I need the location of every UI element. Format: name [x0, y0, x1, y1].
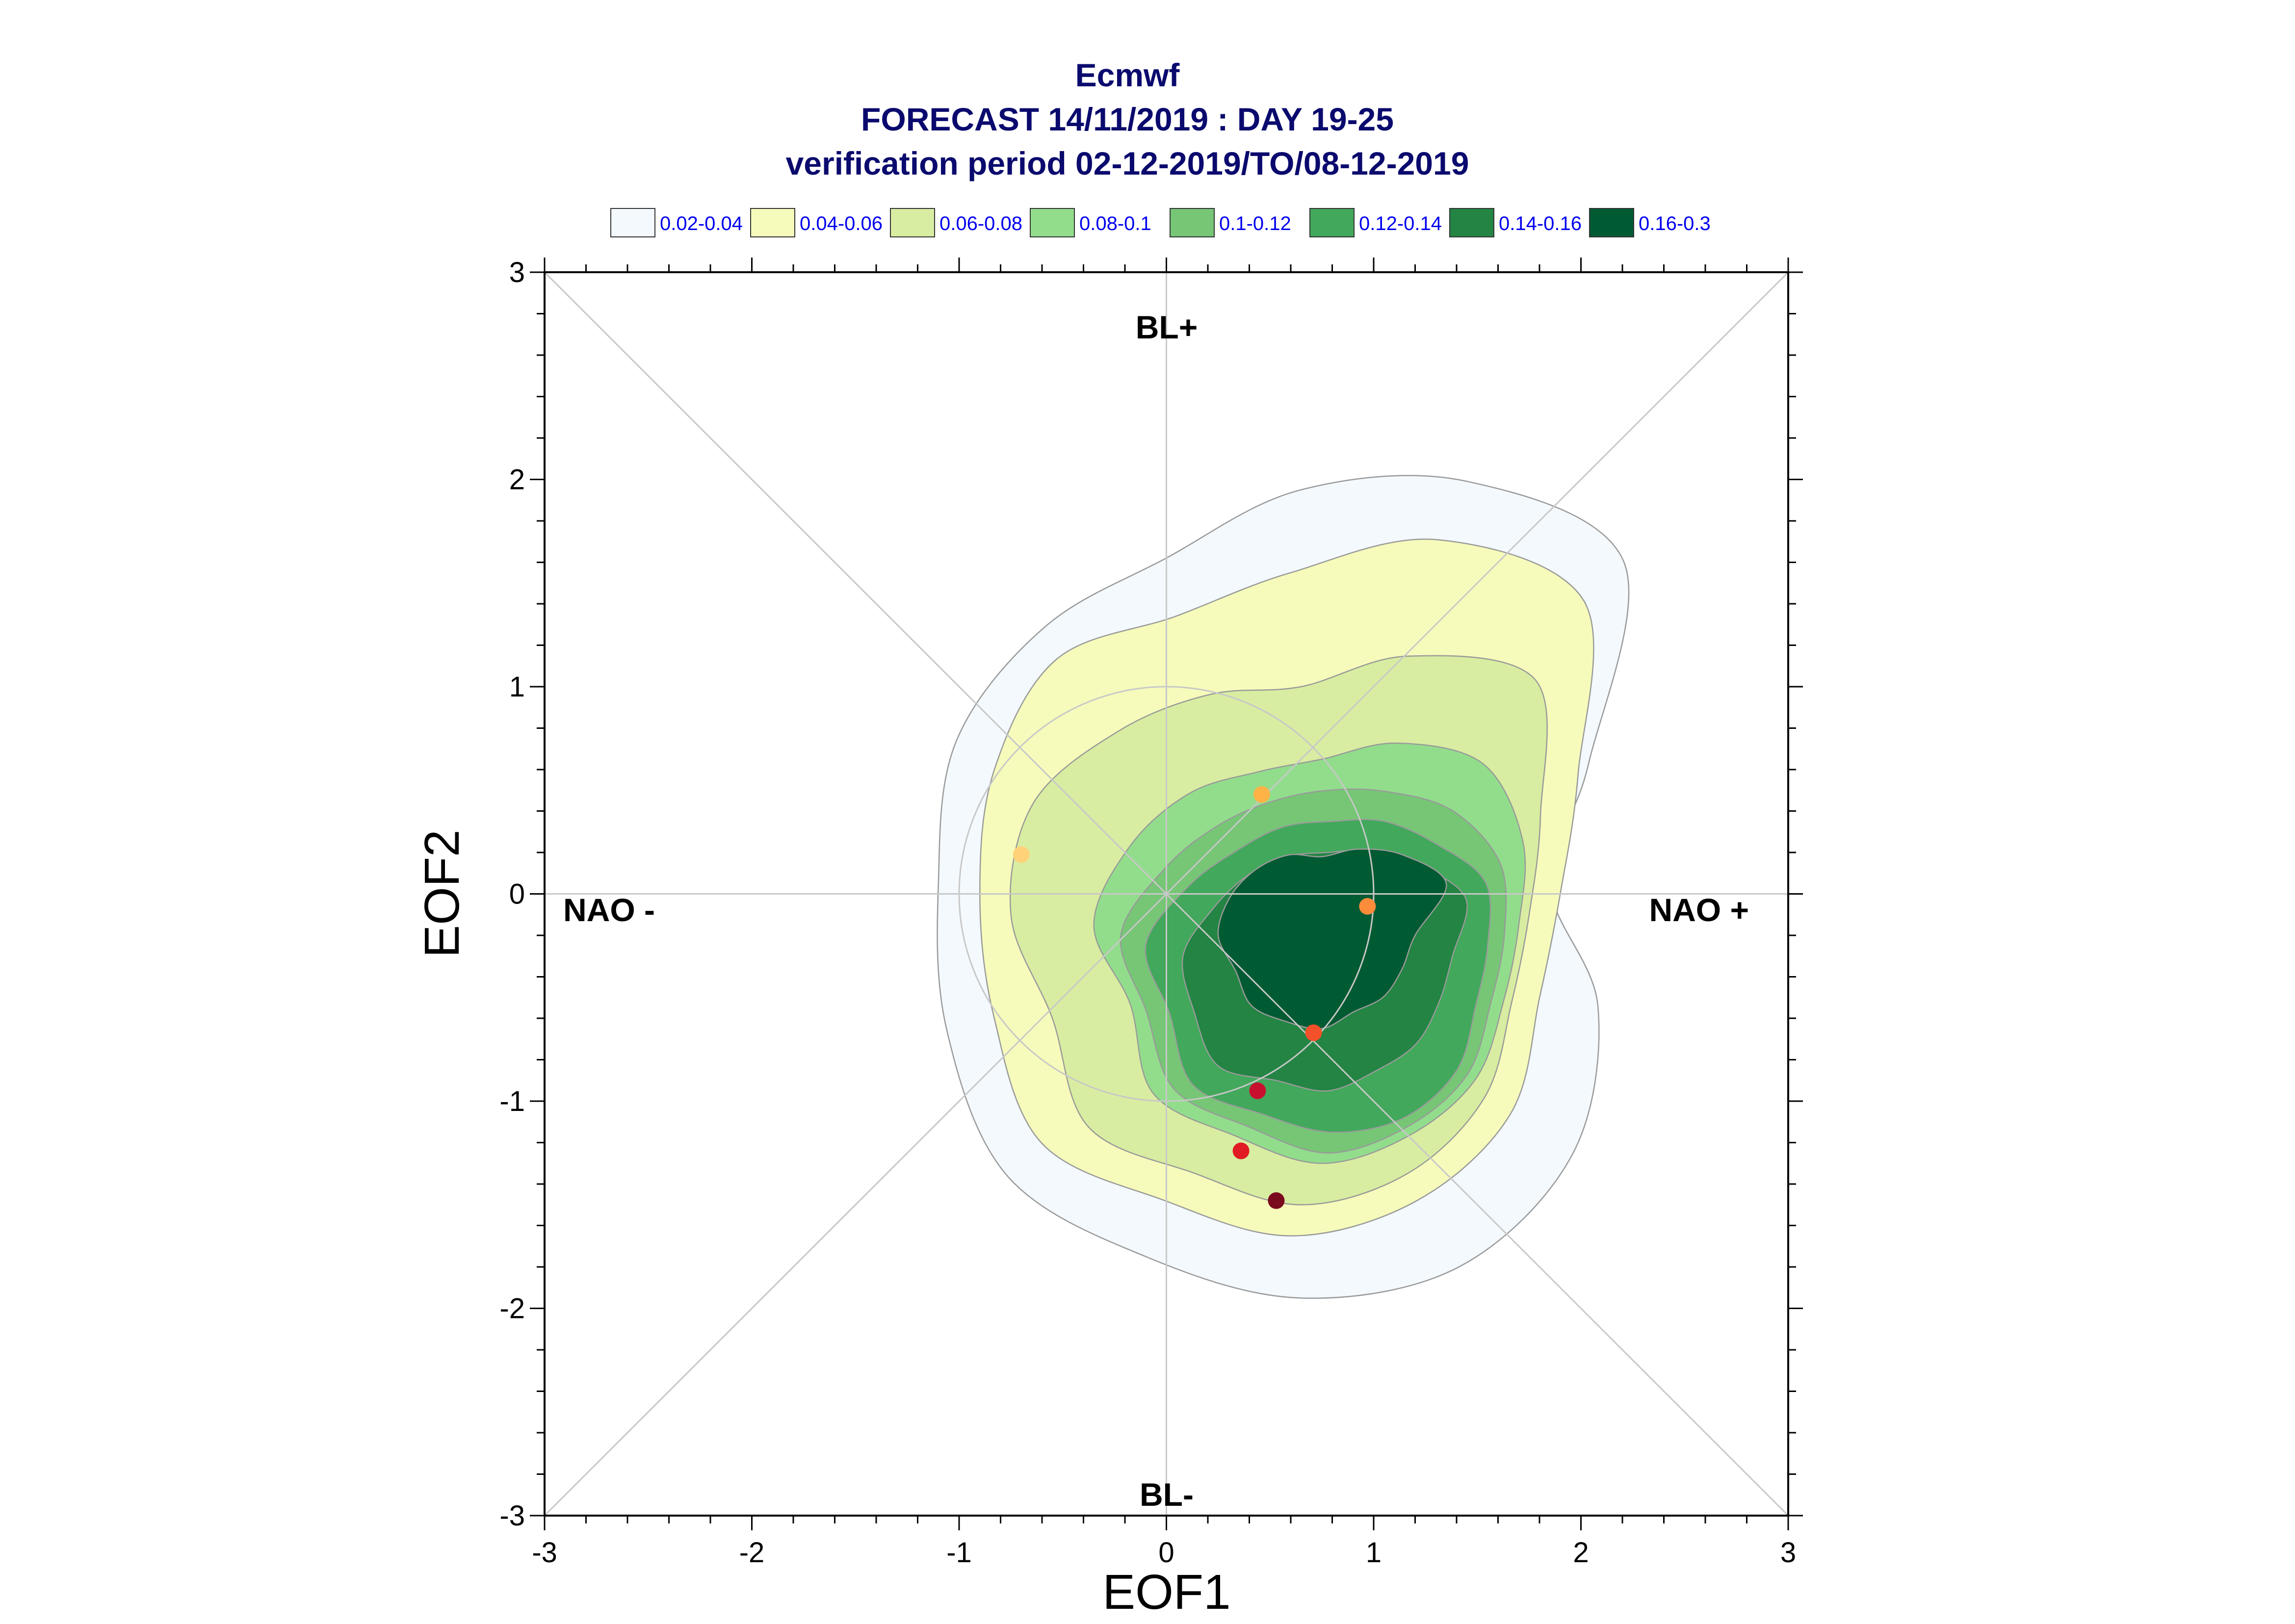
- y-tick-label: 2: [509, 464, 525, 496]
- legend-swatch-7: [1589, 208, 1634, 237]
- guide-lines: [545, 272, 1788, 1516]
- legend-label-3: 0.08-0.1: [1079, 213, 1151, 234]
- data-points: [1013, 786, 1376, 1209]
- regime-label-top: BL+: [1136, 309, 1198, 345]
- data-point-2: [1253, 786, 1270, 803]
- data-point-4: [1305, 1024, 1322, 1041]
- chart-subtitle-2: verification period 02-12-2019/TO/08-12-…: [786, 145, 1469, 181]
- density-contours: [937, 475, 1630, 1299]
- y-tick-label: -3: [499, 1500, 525, 1532]
- x-tick-label: -2: [739, 1537, 765, 1569]
- x-tick-label: 3: [1780, 1537, 1796, 1569]
- data-point-3: [1359, 898, 1376, 915]
- legend-label-6: 0.14-0.16: [1499, 213, 1582, 234]
- legend-label-4: 0.1-0.12: [1219, 213, 1291, 234]
- legend-label-2: 0.06-0.08: [939, 213, 1022, 234]
- y-tick-label: -2: [499, 1293, 525, 1325]
- x-tick-label: 2: [1573, 1537, 1589, 1569]
- legend-label-1: 0.04-0.06: [800, 213, 883, 234]
- chart-title: Ecmwf: [1075, 57, 1180, 93]
- unit-circle: [958, 686, 1375, 1102]
- legend-swatch-2: [890, 208, 935, 237]
- y-tick-label: 0: [509, 878, 525, 910]
- legend-swatch-1: [750, 208, 795, 237]
- data-point-7: [1268, 1192, 1285, 1209]
- legend-label-7: 0.16-0.3: [1639, 213, 1711, 234]
- x-tick-label: -3: [532, 1537, 557, 1569]
- regime-label-left: NAO -: [563, 892, 655, 928]
- x-tick-label: -1: [946, 1537, 972, 1569]
- y-tick-label: 3: [509, 257, 525, 288]
- legend-swatch-4: [1170, 208, 1215, 237]
- legend-swatch-6: [1449, 208, 1494, 237]
- legend-swatch-3: [1030, 208, 1075, 237]
- legend-swatch-5: [1309, 208, 1355, 237]
- chart-subtitle: FORECAST 14/11/2019 : DAY 19-25: [861, 101, 1394, 137]
- regime-label-right: NAO +: [1649, 892, 1749, 928]
- y-tick-label: -1: [499, 1085, 525, 1117]
- plot-frame: -3 -2 -1 0 1 2 3 -3 -2 -1 0 1 2 3: [499, 257, 1803, 1569]
- regime-label-bottom: BL-: [1140, 1476, 1194, 1513]
- legend: 0.02-0.04 0.04-0.06 0.06-0.08 0.08-0.1 0.1-0…: [610, 208, 1711, 237]
- legend-label-5: 0.12-0.14: [1359, 213, 1442, 234]
- data-point-6: [1232, 1142, 1250, 1160]
- y-axis-title: EOF2: [415, 829, 469, 957]
- x-tick-label: 1: [1366, 1537, 1382, 1569]
- legend-swatch-0: [610, 208, 655, 237]
- y-tick-label: 1: [509, 671, 525, 703]
- x-tick-label: 0: [1158, 1537, 1174, 1569]
- data-point-5: [1249, 1082, 1266, 1099]
- data-point-1: [1013, 846, 1030, 863]
- legend-label-0: 0.02-0.04: [660, 213, 743, 234]
- x-axis-title: EOF1: [1102, 1565, 1230, 1620]
